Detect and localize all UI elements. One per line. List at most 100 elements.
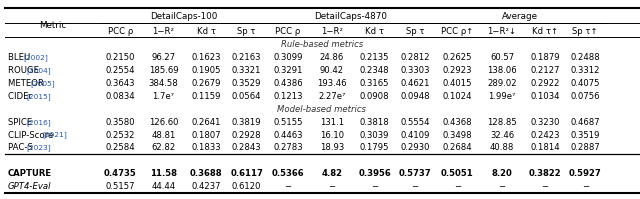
Text: −: − [328,182,335,191]
Text: DetailCaps-100: DetailCaps-100 [150,12,217,20]
Text: CLIP-Score: CLIP-Score [8,131,56,139]
Text: 0.2843: 0.2843 [232,143,262,152]
Text: 0.1034: 0.1034 [530,92,560,101]
Text: CIDEr: CIDEr [8,92,35,101]
Text: 0.2135: 0.2135 [360,53,390,62]
Text: 1.7e⁷: 1.7e⁷ [152,92,175,101]
Text: CAPTURE: CAPTURE [8,169,52,178]
Text: 0.6117: 0.6117 [230,169,263,178]
Text: 0.0756: 0.0756 [570,92,600,101]
Text: 0.5051: 0.5051 [441,169,474,178]
Text: −: − [412,182,419,191]
Text: 32.46: 32.46 [490,131,514,139]
Text: 0.4075: 0.4075 [570,79,600,88]
Text: 16.10: 16.10 [320,131,344,139]
Text: 0.3956: 0.3956 [358,169,391,178]
Text: 384.58: 384.58 [148,79,179,88]
Text: 1−R²: 1−R² [152,27,175,36]
Text: 0.1807: 0.1807 [191,131,221,139]
Text: 0.1213: 0.1213 [273,92,303,101]
Text: 0.1623: 0.1623 [191,53,221,62]
Text: [2002]: [2002] [24,54,49,61]
Text: [2023]: [2023] [27,144,51,151]
Text: 0.3498: 0.3498 [442,131,472,139]
Text: 1−R²: 1−R² [321,27,343,36]
Text: Kd τ: Kd τ [365,27,384,36]
Text: 0.3230: 0.3230 [530,118,560,127]
Text: 0.5737: 0.5737 [399,169,431,178]
Text: Kd τ: Kd τ [197,27,216,36]
Text: 0.3519: 0.3519 [570,131,600,139]
Text: 0.2812: 0.2812 [400,53,430,62]
Text: 0.4386: 0.4386 [273,79,303,88]
Text: 0.2163: 0.2163 [232,53,262,62]
Text: 289.02: 289.02 [487,79,517,88]
Text: 40.88: 40.88 [490,143,515,152]
Text: 0.3312: 0.3312 [570,66,600,75]
Text: 0.3688: 0.3688 [190,169,223,178]
Text: 60.57: 60.57 [490,53,514,62]
Text: −: − [541,182,548,191]
Text: 0.5366: 0.5366 [272,169,304,178]
Text: 0.2679: 0.2679 [191,79,221,88]
Text: 126.60: 126.60 [148,118,179,127]
Text: 0.3291: 0.3291 [273,66,303,75]
Text: 0.4368: 0.4368 [442,118,472,127]
Text: 0.2684: 0.2684 [442,143,472,152]
Text: 2.27e⁷: 2.27e⁷ [318,92,346,101]
Text: 0.2127: 0.2127 [530,66,560,75]
Text: 90.42: 90.42 [320,66,344,75]
Text: 0.1833: 0.1833 [191,143,221,152]
Text: BLEU: BLEU [8,53,33,62]
Text: 0.3099: 0.3099 [273,53,303,62]
Text: Sp τ: Sp τ [406,27,424,36]
Text: Kd τ↑: Kd τ↑ [532,27,558,36]
Text: 0.2922: 0.2922 [530,79,560,88]
Text: 0.5927: 0.5927 [569,169,602,178]
Text: −: − [284,182,292,191]
Text: [2015]: [2015] [27,93,51,100]
Text: Average: Average [502,12,538,20]
Text: 0.3165: 0.3165 [360,79,390,88]
Text: 0.0908: 0.0908 [360,92,390,101]
Text: 0.4687: 0.4687 [570,118,600,127]
Text: −: − [582,182,589,191]
Text: 0.3039: 0.3039 [360,131,390,139]
Text: [2016]: [2016] [27,119,51,126]
Text: 0.2887: 0.2887 [570,143,600,152]
Text: 131.1: 131.1 [320,118,344,127]
Text: 0.2930: 0.2930 [400,143,430,152]
Text: −: − [454,182,461,191]
Text: Sp τ↑: Sp τ↑ [572,27,598,36]
Text: 44.44: 44.44 [152,182,175,191]
Text: 0.2625: 0.2625 [442,53,472,62]
Text: 0.3580: 0.3580 [106,118,135,127]
Text: 0.1814: 0.1814 [530,143,560,152]
Text: 128.85: 128.85 [487,118,517,127]
Text: 0.1905: 0.1905 [191,66,221,75]
Text: 0.2928: 0.2928 [232,131,262,139]
Text: 0.1879: 0.1879 [530,53,560,62]
Text: 0.4621: 0.4621 [400,79,430,88]
Text: Sp τ: Sp τ [237,27,256,36]
Text: 0.1159: 0.1159 [191,92,221,101]
Text: 0.5157: 0.5157 [106,182,135,191]
Text: 193.46: 193.46 [317,79,347,88]
Text: 0.0834: 0.0834 [106,92,135,101]
Text: PCC ρ: PCC ρ [108,27,133,36]
Text: PAC-S: PAC-S [8,143,35,152]
Text: 0.2150: 0.2150 [106,53,135,62]
Text: Rule-based metrics: Rule-based metrics [281,40,363,49]
Text: 138.06: 138.06 [487,66,517,75]
Text: DetailCaps-4870: DetailCaps-4870 [314,12,388,20]
Text: −: − [499,182,506,191]
Text: 0.4015: 0.4015 [442,79,472,88]
Text: 0.3529: 0.3529 [232,79,262,88]
Text: 0.2584: 0.2584 [106,143,135,152]
Text: 0.2923: 0.2923 [442,66,472,75]
Text: GPT4-Eval: GPT4-Eval [8,182,51,191]
Text: [2004]: [2004] [27,67,51,74]
Text: 0.2783: 0.2783 [273,143,303,152]
Text: 48.81: 48.81 [151,131,176,139]
Text: 1.99e⁷: 1.99e⁷ [488,92,516,101]
